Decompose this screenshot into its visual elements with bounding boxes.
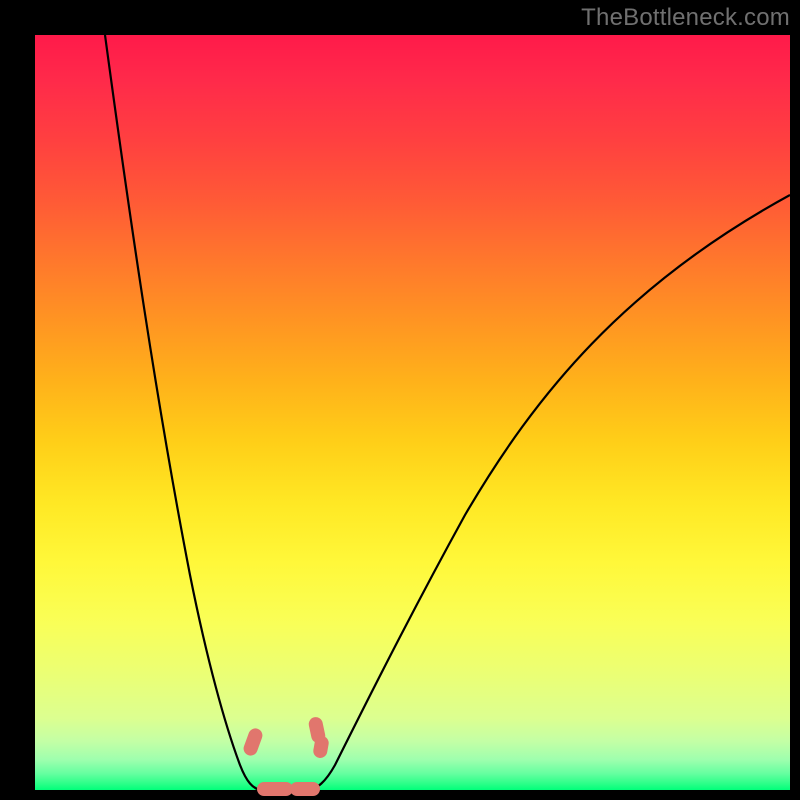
data-marker: [290, 782, 320, 796]
data-marker: [312, 735, 330, 759]
plot-area: [35, 35, 790, 790]
marker-layer: [35, 35, 790, 790]
watermark-text: TheBottleneck.com: [581, 4, 790, 32]
data-marker: [257, 782, 293, 796]
canvas: TheBottleneck.com: [0, 0, 800, 800]
data-marker: [242, 726, 265, 757]
